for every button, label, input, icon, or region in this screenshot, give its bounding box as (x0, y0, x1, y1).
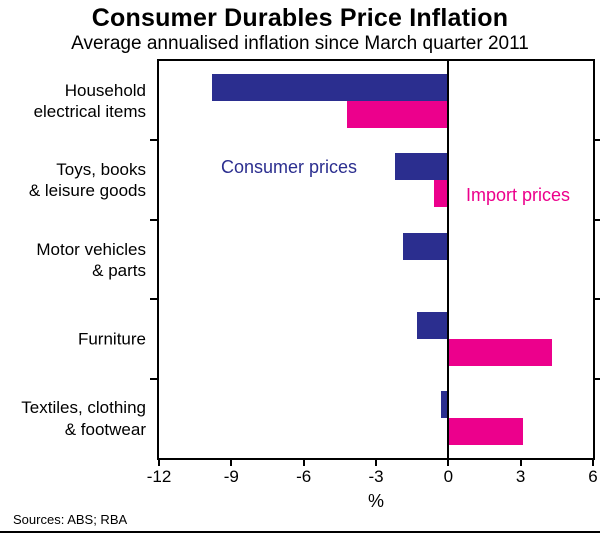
y-axis-tick (150, 218, 157, 221)
x-axis-tick (158, 460, 160, 466)
chart-title: Consumer Durables Price Inflation (91, 4, 509, 32)
x-axis-tick (592, 460, 594, 466)
bars-layer (159, 61, 593, 458)
x-axis-tick-label: -6 (296, 467, 312, 486)
legend-import-prices: Import prices (466, 185, 571, 205)
category-label-4: Textiles, clothing & footwear (21, 398, 146, 439)
y-axis-tick (595, 218, 600, 221)
bar-consumer-prices-4 (441, 391, 449, 419)
bar-consumer-prices-1 (395, 153, 449, 181)
x-axis-tick-label: -12 (146, 467, 172, 486)
bar-import-prices-3 (448, 338, 552, 366)
sources-note: Sources: ABS; RBA (13, 512, 128, 527)
category-label-1: Toys, books & leisure goods (28, 159, 146, 201)
legend-consumer-prices: Consumer prices (221, 157, 358, 177)
category-label-0: Household electrical items (33, 80, 146, 121)
x-axis-tick-label: -3 (368, 467, 384, 486)
figure-bottom-rule (0, 531, 600, 533)
x-axis-tick-label: 6 (588, 467, 598, 486)
bar-consumer-prices-0 (212, 73, 449, 101)
category-label-3: Furniture (77, 329, 146, 349)
category-label-2: Motor vehicles & parts (36, 239, 146, 280)
x-axis-label: % (367, 491, 385, 511)
bar-import-prices-4 (448, 418, 524, 446)
x-axis-tick-label: 3 (515, 467, 526, 486)
y-axis-tick (150, 298, 157, 301)
category-axis: Household electrical items Toys, books & le… (0, 61, 152, 458)
bar-consumer-prices-3 (416, 311, 449, 339)
x-axis-tick (302, 460, 305, 466)
y-axis-tick (150, 139, 157, 142)
y-axis-tick (595, 298, 600, 301)
bar-import-prices-1 (433, 180, 449, 208)
zero-line (447, 61, 450, 458)
y-axis-tick (595, 377, 600, 380)
chart-subtitle: Average annualised inflation since March… (71, 33, 529, 54)
x-axis-tick-label: -9 (223, 467, 239, 486)
x-axis-tick (519, 460, 522, 466)
plot-frame: Consumer prices Import prices % -12 -9 -6 -… (147, 59, 600, 511)
x-axis-tick-label: 0 (443, 467, 454, 486)
x-axis-tick (230, 460, 233, 466)
x-axis-tick (375, 460, 377, 466)
bar-consumer-prices-2 (402, 232, 449, 260)
bar-import-prices-0 (347, 100, 449, 128)
x-axis-tick (447, 460, 450, 466)
y-axis-tick (150, 377, 157, 380)
y-axis-tick (595, 139, 600, 142)
